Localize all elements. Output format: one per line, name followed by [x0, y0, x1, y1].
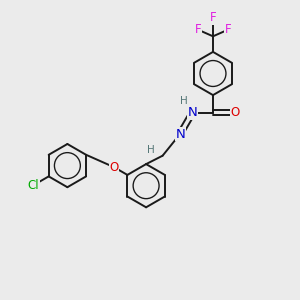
- Text: Cl: Cl: [28, 178, 39, 192]
- Text: H: H: [180, 96, 188, 106]
- Text: F: F: [195, 23, 201, 36]
- Text: F: F: [210, 11, 216, 24]
- Text: N: N: [188, 106, 197, 119]
- Text: H: H: [147, 145, 154, 155]
- Text: F: F: [225, 23, 231, 36]
- Text: O: O: [109, 160, 119, 174]
- Text: O: O: [230, 106, 239, 119]
- Text: N: N: [176, 128, 185, 141]
